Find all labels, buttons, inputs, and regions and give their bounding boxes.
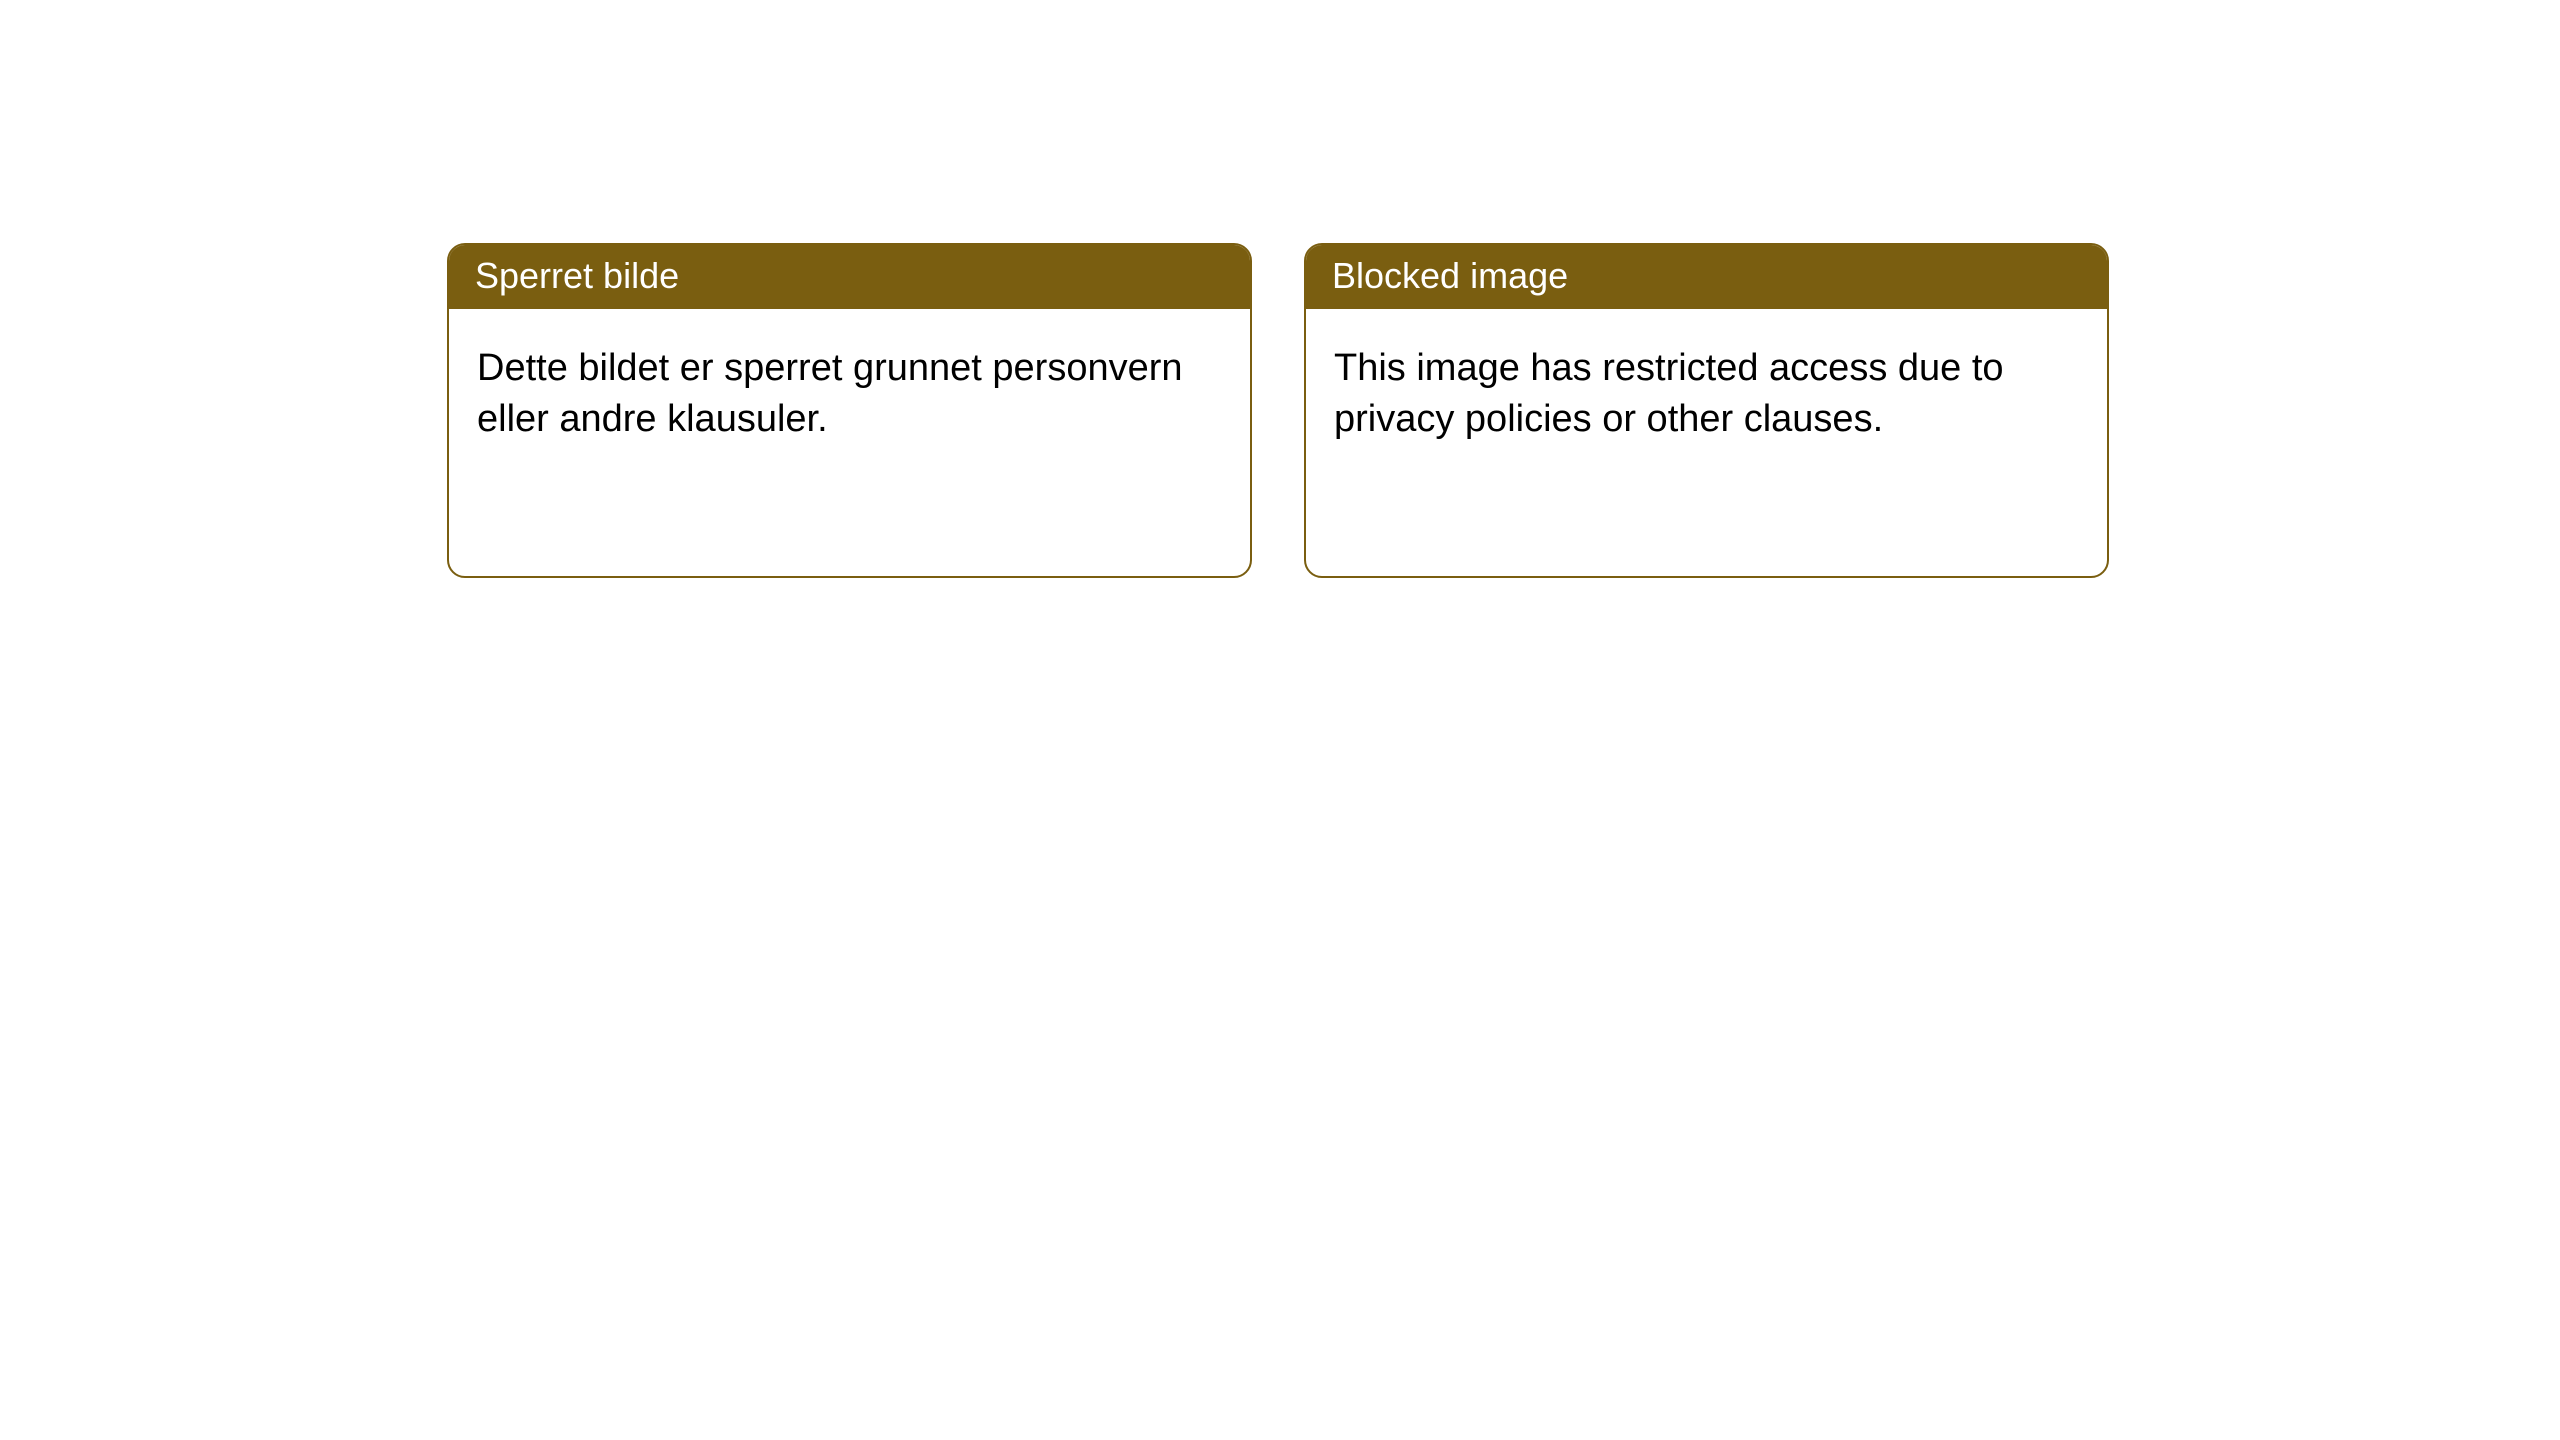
notice-title: Blocked image (1332, 255, 1568, 296)
notice-title: Sperret bilde (475, 255, 679, 296)
notice-message: Dette bildet er sperret grunnet personve… (477, 347, 1183, 440)
notice-card-norwegian: Sperret bilde Dette bildet er sperret gr… (447, 243, 1252, 578)
notice-header: Blocked image (1306, 245, 2107, 309)
notice-header: Sperret bilde (449, 245, 1250, 309)
notice-container: Sperret bilde Dette bildet er sperret gr… (447, 243, 2109, 578)
notice-body: This image has restricted access due to … (1306, 309, 2107, 480)
notice-body: Dette bildet er sperret grunnet personve… (449, 309, 1250, 480)
notice-message: This image has restricted access due to … (1334, 347, 2004, 440)
notice-card-english: Blocked image This image has restricted … (1304, 243, 2109, 578)
